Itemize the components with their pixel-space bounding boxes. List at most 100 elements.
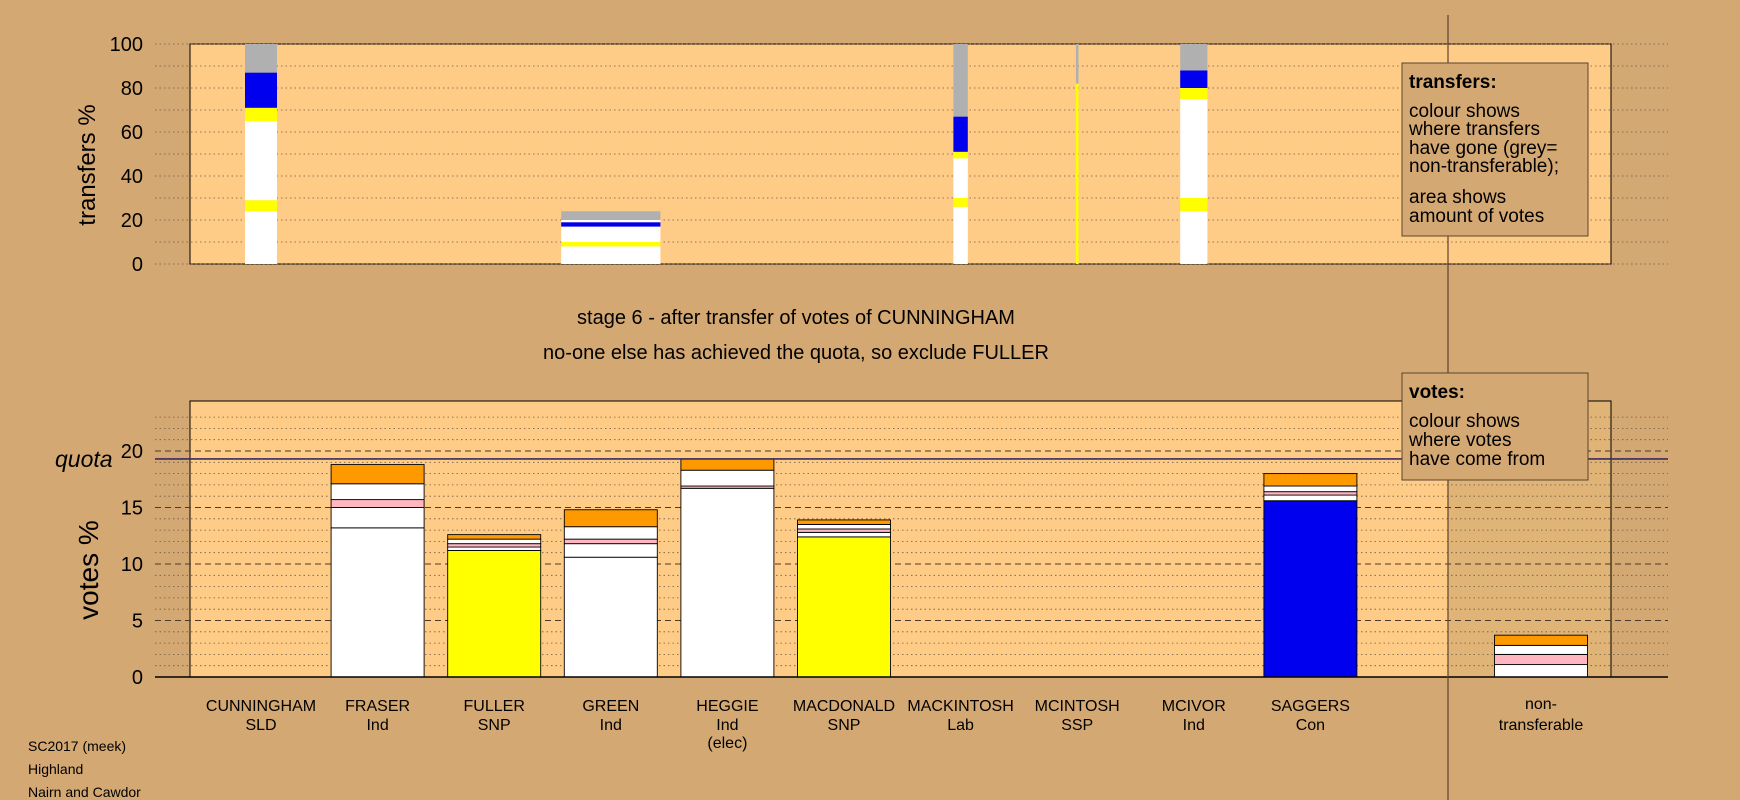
candidate-note: (elec) [707, 735, 747, 752]
vote-segment-pink [447, 543, 542, 548]
transfer-segment-blue [561, 222, 661, 227]
candidate-party: Con [1296, 717, 1325, 734]
votes-bars [330, 458, 1588, 678]
vote-segment-pink [1494, 653, 1588, 666]
votes-legend-title: votes: [1409, 382, 1465, 403]
vote-segment-white [797, 524, 891, 530]
candidate-name: GREEN [582, 698, 639, 715]
vote-segment-white [1263, 494, 1358, 502]
vote-segment-orange [330, 464, 425, 485]
transfers-legend: transfers: colour shows where transfers … [1401, 62, 1589, 237]
vote-segment-pink [330, 499, 425, 508]
votes-bar-green [563, 509, 658, 678]
candidate-name: FULLER [464, 698, 525, 715]
vote-segment-yellow [797, 536, 891, 678]
votes-plot-area [189, 400, 1612, 678]
transfer-segment-white [1180, 211, 1208, 264]
votes-legend-line: have come from [1409, 449, 1545, 470]
candidate-name: MACDONALD [793, 698, 895, 715]
candidate-party: SNP [478, 717, 511, 734]
transfer-segment-yellow [245, 200, 277, 212]
votes-bar-heggie [680, 458, 775, 678]
vote-segment-white [680, 487, 775, 678]
transfers-y-axis: 0 20 40 60 80 100 [110, 34, 143, 276]
vote-segment-orange [447, 534, 542, 540]
vote-segment-white [563, 543, 658, 558]
transfers-tick-label: 60 [121, 122, 143, 144]
transfers-bar-mcivor [1180, 44, 1208, 264]
transfers-legend-line: have gone (grey= [1409, 138, 1557, 159]
candidate-party: SSP [1061, 717, 1093, 734]
vote-segment-white [330, 507, 425, 529]
candidate-name: HEGGIE [696, 698, 758, 715]
vote-segment-pink [1263, 491, 1358, 496]
transfer-segment-white [561, 226, 661, 242]
votes-legend: votes: colour shows where votes have com… [1401, 372, 1589, 481]
transfer-segment-blue [1180, 70, 1208, 88]
vote-segment-pink [563, 538, 658, 545]
vote-segment-white [330, 483, 425, 501]
votes-tick-label: 5 [132, 611, 143, 633]
vote-segment-white [563, 556, 658, 678]
nontransferable-label: transferable [1499, 717, 1584, 734]
votes-tick-label: 0 [132, 667, 143, 689]
candidate-party: SLD [245, 717, 276, 734]
transfer-segment-yellow [953, 151, 968, 159]
vote-segment-white [447, 538, 542, 545]
vote-segment-pink [797, 528, 891, 533]
candidate-name: MCINTOSH [1035, 698, 1120, 715]
transfer-segment-grey [561, 211, 661, 220]
transfer-segment-white [245, 211, 277, 264]
transfers-bar-mcintosh [1075, 44, 1079, 264]
votes-tick-label: 20 [121, 441, 143, 463]
transfers-panel: 0 20 40 60 80 100 transfers % [74, 34, 1668, 276]
transfers-y-label: transfers % [74, 104, 101, 225]
transfers-tick-label: 80 [121, 78, 143, 100]
nontransferable-label: non- [1525, 696, 1557, 713]
vote-segment-white [1494, 664, 1588, 678]
vote-segment-orange [1263, 473, 1358, 487]
candidate-name: SAGGERS [1271, 698, 1350, 715]
footer-line: Highland [28, 761, 83, 777]
votes-y-axis: 0 5 10 15 20 [121, 441, 143, 689]
votes-tick-label: 10 [121, 554, 143, 576]
vote-segment-white [680, 469, 775, 487]
vote-segment-white [447, 546, 542, 551]
transfer-segment-white [953, 158, 968, 198]
transfers-bars [245, 44, 1208, 264]
transfers-legend-line: colour shows [1409, 101, 1520, 122]
transfer-segment-yellow [561, 242, 661, 247]
vote-segment-white [563, 526, 658, 540]
vote-segment-white [1263, 485, 1358, 493]
transfer-segment-yellow [1180, 88, 1208, 99]
transfer-segment-yellow [953, 198, 968, 207]
transfers-tick-label: 100 [110, 34, 143, 56]
votes-panel: 0 5 10 15 20 quota votes % [55, 400, 1668, 689]
vote-segment-blue [1263, 500, 1358, 678]
stage-subheadline: no-one else has achieved the quota, so e… [543, 342, 1049, 364]
transfers-plot-area [189, 43, 1612, 265]
vote-segment-orange [1494, 634, 1588, 646]
transfer-segment-grey [245, 44, 277, 73]
candidate-party: SNP [828, 717, 861, 734]
candidate-party: Ind [600, 717, 622, 734]
transfer-segment-grey [1075, 44, 1079, 84]
transfers-legend-line: amount of votes [1409, 206, 1544, 227]
transfer-segment-grey [953, 44, 968, 117]
votes-legend-box [1401, 372, 1589, 481]
transfers-tick-label: 0 [132, 254, 143, 276]
candidate-party: Ind [366, 717, 388, 734]
transfer-segment-white [1180, 99, 1208, 198]
transfer-segment-yellow [1180, 198, 1208, 212]
transfers-bar-cunningham [245, 44, 277, 264]
transfers-tick-label: 20 [121, 210, 143, 232]
transfer-segment-grey [1180, 44, 1208, 71]
transfers-legend-line: non-transferable); [1409, 156, 1559, 177]
transfers-legend-line: where transfers [1408, 119, 1540, 140]
transfers-tick-label: 40 [121, 166, 143, 188]
transfer-segment-white [561, 246, 661, 264]
votes-legend-line: colour shows [1409, 411, 1520, 432]
candidate-labels: CUNNINGHAM SLD FRASER Ind FULLER SNP GREEN Ind H… [206, 696, 1583, 752]
quota-label: quota [55, 446, 113, 472]
